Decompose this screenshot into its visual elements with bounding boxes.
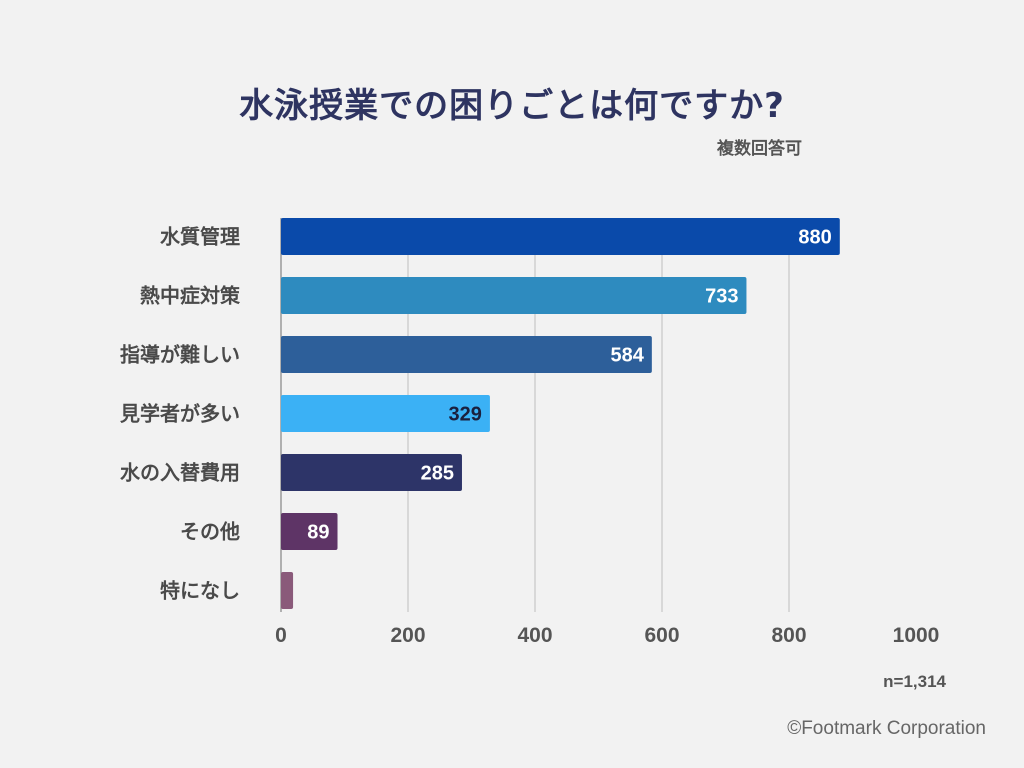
- chart-subtitle: 複数回答可: [717, 139, 802, 159]
- bar: [281, 513, 338, 550]
- category-label: 水質管理: [160, 225, 240, 249]
- x-tick-label: 600: [644, 624, 679, 647]
- x-tick-label: 800: [771, 624, 806, 647]
- bar: [281, 572, 294, 609]
- bar: [281, 454, 462, 491]
- category-label: 熱中症対策: [140, 284, 241, 308]
- bar-value-label: 584: [610, 345, 644, 367]
- x-tick-labels: 0 200 400 600 800 1000: [275, 624, 939, 647]
- x-tick-label: 200: [390, 624, 425, 647]
- category-label: 見学者が多い: [120, 402, 240, 426]
- bar: [281, 277, 747, 314]
- chart-title: 水泳授業での困りごとは何ですか?: [239, 86, 785, 126]
- bar-value-label: 329: [449, 404, 482, 426]
- x-tick-label: 400: [517, 624, 552, 647]
- bar-value-label: 285: [421, 463, 454, 485]
- bar-value-label: 89: [307, 522, 329, 544]
- sample-size-note: n=1,314: [883, 672, 946, 691]
- x-tick-label: 1000: [893, 624, 940, 647]
- x-tick-label: 0: [275, 624, 287, 647]
- bar: [281, 395, 490, 432]
- copyright-credit: ©Footmark Corporation: [787, 718, 986, 739]
- bar-value-label: 880: [798, 227, 831, 249]
- category-label: その他: [180, 520, 240, 544]
- bars: 880 733 584 329 285 89: [281, 218, 840, 609]
- bar: [281, 218, 840, 255]
- category-label: 水の入替費用: [120, 461, 240, 485]
- category-label: 指導が難しい: [120, 343, 240, 367]
- bar-value-label: 733: [705, 286, 738, 308]
- category-label: 特になし: [160, 579, 240, 603]
- bar: [281, 336, 652, 373]
